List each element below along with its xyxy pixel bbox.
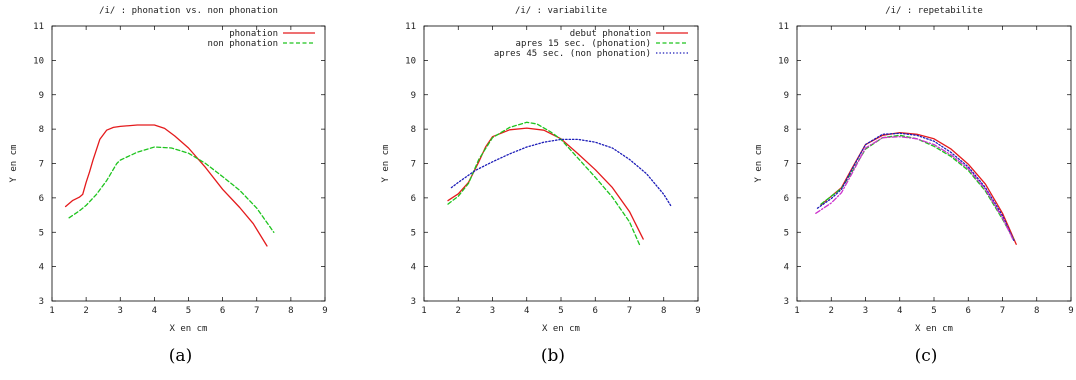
chart-panel-2: 1 2 3 4 5 6 7 8 9 3 4 5 6 7 8 9 10 11/i/ : variabilite X e… <box>381 6 701 366</box>
y-tick-label: 7 <box>411 160 416 170</box>
y-axis-label: Y en cm <box>9 145 19 183</box>
y-tick-label: 4 <box>411 263 416 273</box>
x-tick-label: 5 <box>558 306 563 316</box>
x-tick-label: 9 <box>695 306 700 316</box>
y-tick-label: 4 <box>784 263 789 273</box>
x-tick-label: 9 <box>1068 306 1073 316</box>
x-tick-label: 1 <box>49 306 54 316</box>
series-line-2 <box>447 121 641 246</box>
x-tick-label: 4 <box>524 306 529 316</box>
x-tick-label: 3 <box>863 306 868 316</box>
series-line-1 <box>447 127 644 240</box>
x-tick-label: 1 <box>794 306 799 316</box>
series-line-1 <box>820 131 1017 245</box>
chart-panel-3: 1 2 3 4 5 6 7 8 9 3 4 5 6 7 8 9 10 11/i/ : repetabilite X … <box>754 6 1074 366</box>
y-tick-label: 10 <box>405 56 416 66</box>
x-tick-label: 7 <box>627 306 632 316</box>
y-tick-label: 9 <box>784 91 789 101</box>
y-tick-label: 3 <box>784 297 789 307</box>
chart-panel-1: 1 2 3 4 5 6 7 8 9 3 4 5 6 7 8 9 10 11/i/ : phonation vs. … <box>9 6 328 366</box>
x-axis-label: X en cm <box>170 324 208 334</box>
x-tick-label: 2 <box>83 306 88 316</box>
x-tick-label: 2 <box>829 306 834 316</box>
y-tick-label: 8 <box>39 125 44 135</box>
x-tick-label: 6 <box>593 306 598 316</box>
x-tick-label: 6 <box>220 306 225 316</box>
y-tick-label: 5 <box>39 228 44 238</box>
legend-label: apres 45 sec. (non phonation) <box>494 49 651 59</box>
x-tick-label: 4 <box>152 306 157 316</box>
series-line-1 <box>64 124 268 247</box>
y-tick-label: 6 <box>411 194 416 204</box>
y-tick-label: 5 <box>784 228 789 238</box>
x-tick-label: 1 <box>421 306 426 316</box>
x-tick-label: 8 <box>288 306 293 316</box>
plot-frame <box>796 25 1072 302</box>
x-tick-label: 3 <box>118 306 123 316</box>
y-tick-label: 11 <box>405 22 416 32</box>
x-axis-label: X en cm <box>915 324 953 334</box>
panel-caption: (a) <box>169 346 192 366</box>
y-tick-label: 8 <box>411 125 416 135</box>
y-tick-label: 7 <box>784 160 789 170</box>
chart-title: /i/ : repetabilite <box>885 6 983 16</box>
legend-label: phonation <box>229 29 278 39</box>
y-axis-label: Y en cm <box>754 145 764 183</box>
x-tick-label: 8 <box>1034 306 1039 316</box>
x-tick-label: 2 <box>456 306 461 316</box>
x-axis-label: X en cm <box>542 324 580 334</box>
series-line-3 <box>816 132 1016 243</box>
x-tick-label: 7 <box>254 306 259 316</box>
y-tick-label: 5 <box>411 228 416 238</box>
x-tick-label: 5 <box>186 306 191 316</box>
x-tick-label: 9 <box>322 306 327 316</box>
legend-label: non phonation <box>208 39 278 49</box>
series-line-3 <box>450 138 672 207</box>
plot-frame <box>51 25 326 302</box>
x-tick-label: 8 <box>661 306 666 316</box>
x-tick-label: 3 <box>490 306 495 316</box>
y-tick-label: 3 <box>39 297 44 307</box>
plot-frame <box>423 25 699 302</box>
y-tick-label: 7 <box>39 160 44 170</box>
legend-label: debut phonation <box>570 29 651 39</box>
panel-caption: (c) <box>915 346 938 366</box>
x-tick-label: 6 <box>966 306 971 316</box>
y-tick-label: 6 <box>39 194 44 204</box>
chart-title: /i/ : phonation vs. non phonation <box>99 6 278 16</box>
x-tick-label: 4 <box>897 306 902 316</box>
y-tick-label: 11 <box>778 22 789 32</box>
y-tick-label: 3 <box>411 297 416 307</box>
y-tick-label: 4 <box>39 263 44 273</box>
x-tick-label: 5 <box>931 306 936 316</box>
y-tick-label: 10 <box>33 56 44 66</box>
y-tick-label: 9 <box>39 91 44 101</box>
panel-caption: (b) <box>541 346 565 366</box>
y-axis-label: Y en cm <box>381 145 391 183</box>
y-tick-label: 10 <box>778 56 789 66</box>
x-tick-label: 7 <box>1000 306 1005 316</box>
legend-label: apres 15 sec. (phonation) <box>516 39 651 49</box>
y-tick-label: 6 <box>784 194 789 204</box>
series-line-4 <box>815 136 1014 240</box>
y-tick-label: 8 <box>784 125 789 135</box>
y-tick-label: 11 <box>33 22 44 32</box>
y-tick-label: 9 <box>411 91 416 101</box>
series-line-2 <box>68 146 275 233</box>
chart-title: /i/ : variabilite <box>515 6 607 16</box>
